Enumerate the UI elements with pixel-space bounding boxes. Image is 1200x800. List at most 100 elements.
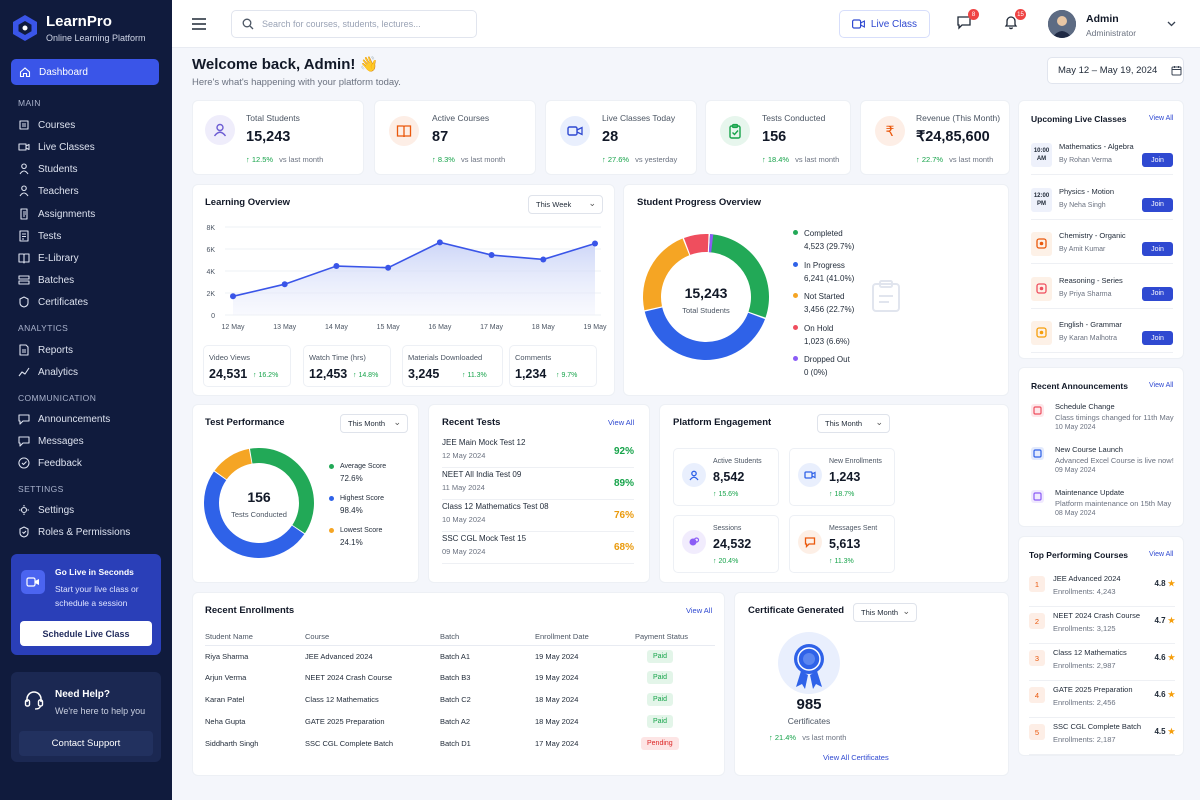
data-point[interactable]: [281, 281, 288, 288]
sidebar-item-assignments[interactable]: Assignments: [18, 206, 95, 222]
nav-dashboard[interactable]: Dashboard: [11, 59, 159, 85]
menu-icon[interactable]: [192, 18, 206, 30]
live-class-item[interactable]: 10:00 AM Mathematics - Algebra By Rohan Ve…: [1031, 139, 1173, 175]
join-button[interactable]: Join: [1142, 331, 1173, 345]
live-class-item[interactable]: Reasoning - Series By Priya Sharma Join: [1031, 273, 1173, 309]
course-item[interactable]: 3 Class 12 Mathematics Enrollments: 2,987 4…: [1029, 645, 1175, 681]
donut-slice[interactable]: [683, 234, 709, 255]
sidebar-item-certificates[interactable]: Certificates: [18, 294, 88, 310]
recent-tests-title: Recent Tests: [442, 417, 501, 428]
donut-slice[interactable]: [214, 448, 252, 480]
data-point[interactable]: [540, 256, 547, 263]
cell-text: 18 May 2024: [535, 716, 579, 726]
stat-card[interactable]: Active Courses 87 ↑ 8.3% vs last month: [374, 100, 536, 175]
sidebar-item-e-library[interactable]: E-Library: [18, 250, 79, 266]
join-button[interactable]: Join: [1142, 197, 1173, 212]
donut-slice[interactable]: [644, 307, 766, 361]
live-class-button[interactable]: Live Class: [839, 10, 930, 38]
donut-slice[interactable]: [249, 448, 314, 534]
sidebar-item-live-classes[interactable]: Live Classes: [18, 139, 95, 155]
top-courses-view-all[interactable]: View All: [1149, 551, 1174, 558]
stat-card[interactable]: Tests Conducted 156 ↑ 18.4% vs last month: [705, 100, 851, 175]
sidebar-item-messages[interactable]: Messages: [18, 433, 84, 449]
sidebar-item-reports[interactable]: Reports: [18, 342, 73, 358]
data-point[interactable]: [385, 264, 392, 271]
test-row[interactable]: SSC CGL Mock Test 15 09 May 2024 68%: [442, 534, 634, 564]
sidebar-item-roles-permissions[interactable]: Roles & Permissions: [18, 524, 130, 540]
recent-tests-view-all[interactable]: View All: [608, 418, 635, 427]
upcoming-view-all[interactable]: View All: [1149, 115, 1174, 122]
sidebar-item-analytics[interactable]: Analytics: [18, 364, 78, 380]
sidebar-item-teachers[interactable]: Teachers: [18, 183, 79, 199]
join-button[interactable]: Join: [1142, 286, 1173, 301]
certificates-period-select[interactable]: This Month: [853, 603, 917, 622]
live-class-item[interactable]: Chemistry - Organic By Amit Kumar Join: [1031, 228, 1173, 264]
sidebar-item-label: Reports: [38, 344, 74, 356]
engagement-label: Messages Sent: [829, 525, 878, 532]
course-item[interactable]: 1 JEE Advanced 2024 Enrollments: 4,243 4.8 …: [1029, 571, 1175, 607]
metric-tile[interactable]: Materials Downloaded 3,245 ↑ 11.3%: [402, 345, 503, 387]
data-point[interactable]: [230, 293, 236, 300]
schedule-live-class-button[interactable]: Schedule Live Class: [20, 621, 152, 646]
avatar[interactable]: [1048, 10, 1076, 38]
chevron-down-icon[interactable]: [1167, 21, 1176, 27]
date-range-picker[interactable]: May 12 – May 19, 2024: [1047, 57, 1184, 84]
table-cell: Karan Patel: [205, 689, 305, 711]
live-class-item[interactable]: English - Grammar By Karan Malhotra Join: [1031, 317, 1173, 353]
data-point[interactable]: [333, 263, 340, 270]
stat-card[interactable]: Total Students 15,243 ↑ 12.5% vs last month: [192, 100, 364, 175]
sidebar-item-batches[interactable]: Batches: [18, 272, 74, 288]
engagement-tile[interactable]: Active Students 8,542 ↑ 15.6%: [673, 448, 779, 506]
user-name[interactable]: Admin: [1086, 13, 1119, 25]
contact-support-button[interactable]: Contact Support: [19, 731, 153, 756]
table-row[interactable]: Karan Patel Class 12 Mathematics Batch C2 1…: [205, 689, 715, 711]
search-input[interactable]: Search for courses, students, lectures..…: [231, 10, 477, 38]
engagement-tile[interactable]: Sessions 24,532 ↑ 20.4%: [673, 515, 779, 573]
test-period-select[interactable]: This Month: [340, 414, 408, 433]
stat-card[interactable]: Live Classes Today 28 ↑ 27.6% vs yesterday: [545, 100, 697, 175]
course-item[interactable]: 4 GATE 2025 Preparation Enrollments: 2,456…: [1029, 682, 1175, 718]
sidebar-item-feedback[interactable]: Feedback: [18, 455, 82, 471]
sidebar-item-settings[interactable]: Settings: [18, 502, 74, 518]
stat-card[interactable]: ₹ Revenue (This Month) ₹24,85,600 ↑ 22.7% vs…: [860, 100, 1010, 175]
class-name: English - Grammar: [1059, 320, 1122, 329]
table-cell: 18 May 2024: [535, 710, 635, 732]
donut-slice[interactable]: [643, 238, 690, 311]
sidebar-item-tests[interactable]: Tests: [18, 228, 61, 244]
metric-tile[interactable]: Watch Time (hrs) 12,453 ↑ 14.8%: [303, 345, 391, 387]
learning-period-select[interactable]: This Week: [528, 195, 603, 214]
course-item[interactable]: 2 NEET 2024 Crash Course Enrollments: 3,12…: [1029, 608, 1175, 644]
engagement-period-select[interactable]: This Month: [817, 414, 890, 433]
test-row[interactable]: JEE Main Mock Test 12 12 May 2024 92%: [442, 438, 634, 468]
notifications-button[interactable]: 15: [1003, 9, 1026, 32]
test-row[interactable]: Class 12 Mathematics Test 08 10 May 2024 7…: [442, 502, 634, 532]
sidebar-item-announcements[interactable]: Announcements: [18, 411, 110, 427]
join-button[interactable]: Join: [1142, 153, 1173, 167]
course-item[interactable]: 5 SSC CGL Complete Batch Enrollments: 2,18…: [1029, 719, 1175, 755]
table-row[interactable]: Neha Gupta GATE 2025 Preparation Batch A2 1…: [205, 710, 715, 732]
data-point[interactable]: [488, 252, 495, 259]
sidebar-item-courses[interactable]: Courses: [18, 117, 75, 133]
live-class-item[interactable]: 12:00 PM Physics - Motion By Neha Singh Joi…: [1031, 184, 1173, 220]
donut-slice[interactable]: [708, 234, 769, 318]
class-name: Reasoning - Series: [1059, 275, 1123, 285]
metric-tile[interactable]: Comments 1,234 ↑ 9.7%: [509, 345, 597, 387]
table-row[interactable]: Riya Sharma JEE Advanced 2024 Batch A1 19 M…: [205, 645, 715, 667]
data-point[interactable]: [436, 239, 443, 246]
engagement-tile[interactable]: Messages Sent 5,613 ↑ 11.3%: [789, 515, 895, 573]
data-point[interactable]: [592, 240, 598, 247]
test-row[interactable]: NEET All India Test 09 11 May 2024 89%: [442, 470, 634, 500]
donut-slice[interactable]: [708, 234, 714, 253]
table-row[interactable]: Siddharth Singh SSC CGL Complete Batch Bat…: [205, 732, 715, 754]
table-row[interactable]: Arjun Verma NEET 2024 Crash Course Batch B…: [205, 667, 715, 689]
messages-button[interactable]: 8: [956, 9, 979, 32]
enrollments-view-all[interactable]: View All: [686, 606, 713, 615]
donut-slice[interactable]: [204, 471, 305, 558]
view-all-certificates-link[interactable]: View All Certificates: [823, 753, 889, 762]
join-button[interactable]: Join: [1142, 242, 1173, 256]
announcements-view-all[interactable]: View All: [1149, 382, 1174, 389]
metric-tile[interactable]: Video Views 24,531 ↑ 16.2%: [203, 345, 291, 387]
engagement-tile[interactable]: New Enrollments 1,243 ↑ 18.7%: [789, 448, 895, 506]
brand-logo[interactable]: LearnPro Online Learning Platform: [12, 13, 146, 43]
sidebar-item-students[interactable]: Students: [18, 161, 77, 177]
